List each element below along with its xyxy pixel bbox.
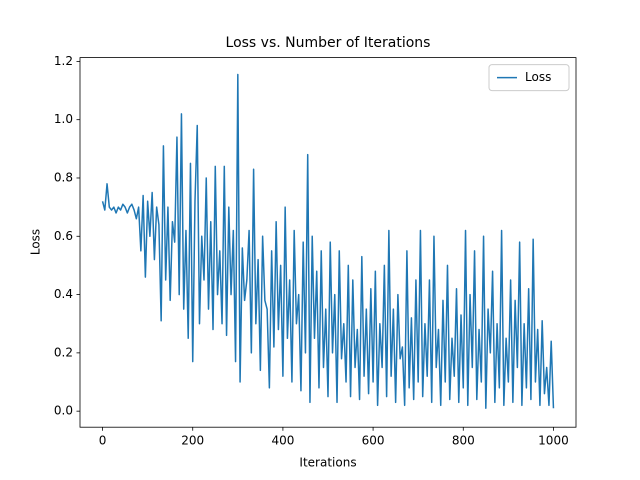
- y-tick-label: 0.2: [54, 345, 73, 359]
- x-tick-label: 0: [99, 434, 107, 448]
- plot-frame: [79, 57, 577, 428]
- y-tick-label: 0.8: [54, 170, 73, 184]
- y-axis-label: Loss: [29, 229, 43, 255]
- x-tick-label: 400: [271, 434, 294, 448]
- loss-line: [101, 73, 555, 409]
- legend-label: Loss: [525, 70, 551, 84]
- x-tick-label: 1000: [538, 434, 569, 448]
- y-tick-label: 0.0: [54, 404, 73, 418]
- y-tick-label: 1.0: [54, 112, 73, 126]
- x-axis-label: Iterations: [299, 456, 356, 470]
- x-tick-label: 200: [181, 434, 204, 448]
- y-tick-label: 0.4: [54, 287, 73, 301]
- chart-title: Loss vs. Number of Iterations: [226, 35, 431, 51]
- legend-box: [488, 64, 570, 92]
- y-tick-label: 0.6: [54, 229, 73, 243]
- y-tick-label: 1.2: [54, 54, 73, 68]
- x-tick-label: 600: [362, 434, 385, 448]
- x-tick-label: 800: [452, 434, 475, 448]
